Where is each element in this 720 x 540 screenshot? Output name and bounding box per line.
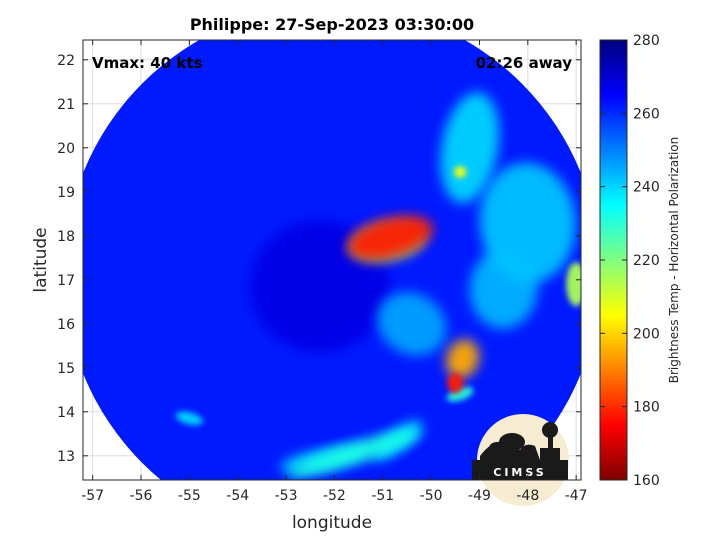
colorbar-tick-label: 220 xyxy=(633,253,660,269)
vmax-annotation: Vmax: 40 kts xyxy=(92,54,202,72)
x-tick-label: -53 xyxy=(275,488,298,504)
y-axis-label: latitude xyxy=(31,227,51,292)
tb-feature xyxy=(347,215,433,261)
logo-text: CIMSS xyxy=(493,466,546,479)
tb-feature xyxy=(287,429,421,478)
time-away-annotation: 02:26 away xyxy=(476,54,573,72)
y-tick-label: 22 xyxy=(57,53,75,69)
x-tick-label: -51 xyxy=(371,488,394,504)
colorbar-tick-label: 280 xyxy=(633,33,660,49)
colorbar-ticks: 160 180 200 220 240 260 280 xyxy=(600,33,660,489)
y-axis-ticks: 13 14 15 16 17 18 19 20 21 22 xyxy=(57,53,581,465)
x-tick-label: -55 xyxy=(178,488,201,504)
colorbar-tick-label: 180 xyxy=(633,400,660,416)
colorbar-tick-label: 160 xyxy=(633,473,660,489)
y-tick-label: 13 xyxy=(57,449,75,465)
x-axis-ticks: -57 -56 -55 -54 -53 -52 -51 -50 -49 -48 -47 xyxy=(81,40,588,504)
x-axis-label: longitude xyxy=(292,513,372,533)
x-tick-label: -57 xyxy=(81,488,104,504)
x-tick-label: -47 xyxy=(565,488,588,504)
colorbar-tick-label: 240 xyxy=(633,180,660,196)
chart-title: Philippe: 27-Sep-2023 03:30:00 xyxy=(190,15,474,34)
x-tick-label: -52 xyxy=(323,488,346,504)
x-tick-label: -56 xyxy=(130,488,153,504)
colorbar-tick-label: 260 xyxy=(633,106,660,122)
y-tick-label: 18 xyxy=(57,229,75,245)
y-tick-label: 15 xyxy=(57,361,75,377)
tb-feature xyxy=(446,386,474,402)
tb-feature xyxy=(377,292,447,356)
tb-feature xyxy=(479,162,576,283)
x-tick-label: -50 xyxy=(420,488,443,504)
y-tick-label: 19 xyxy=(57,185,75,201)
tb-feature xyxy=(440,92,500,204)
plot-frame xyxy=(82,39,582,481)
colorbar-label: Brightness Temp - Horizontal Polarizatio… xyxy=(667,137,681,384)
y-tick-label: 17 xyxy=(57,273,75,289)
tb-feature xyxy=(175,411,203,426)
x-tick-label: -54 xyxy=(226,488,249,504)
cimss-logo: CIMSS xyxy=(472,414,569,506)
brightness-features xyxy=(175,92,581,478)
x-tick-label: -48 xyxy=(516,488,539,504)
x-tick-label: -49 xyxy=(468,488,491,504)
y-tick-label: 14 xyxy=(57,405,75,421)
y-tick-label: 20 xyxy=(57,141,75,157)
tb-feature xyxy=(447,373,464,394)
tb-feature xyxy=(454,166,467,178)
tb-feature xyxy=(446,339,480,379)
colorbar-tick-label: 200 xyxy=(633,326,660,342)
tb-feature xyxy=(566,262,581,307)
y-tick-label: 16 xyxy=(57,317,75,333)
y-tick-label: 21 xyxy=(57,97,75,113)
